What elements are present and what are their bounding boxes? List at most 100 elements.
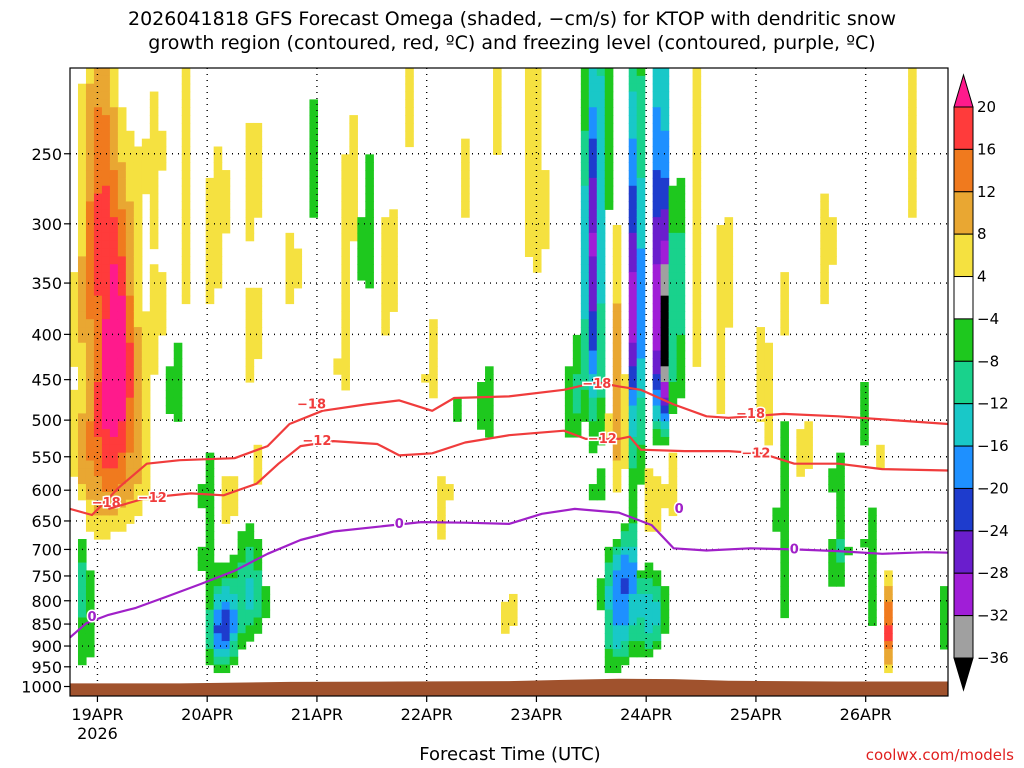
omega-cell bbox=[309, 130, 319, 140]
omega-cell bbox=[141, 327, 151, 336]
omega-cell bbox=[596, 436, 606, 446]
omega-cell bbox=[205, 232, 215, 242]
omega-cell bbox=[221, 648, 231, 658]
omega-cell bbox=[612, 562, 622, 571]
omega-cell bbox=[636, 405, 646, 414]
omega-cell bbox=[125, 484, 135, 493]
omega-cell bbox=[580, 201, 590, 210]
x-axis-label: Forecast Time (UTC) bbox=[419, 744, 601, 765]
omega-cell bbox=[389, 303, 398, 312]
omega-cell bbox=[485, 374, 494, 383]
omega-cell bbox=[604, 601, 614, 611]
omega-cell bbox=[652, 586, 662, 595]
omega-cell bbox=[692, 311, 702, 320]
omega-cell bbox=[157, 146, 167, 155]
omega-cell bbox=[77, 656, 87, 666]
omega-cell bbox=[884, 593, 893, 603]
omega-cell bbox=[884, 570, 893, 579]
omega-cell bbox=[141, 491, 151, 501]
omega-cell bbox=[349, 130, 358, 140]
contour-label-dgz_minus12: −12 bbox=[138, 491, 167, 506]
omega-cell bbox=[660, 413, 670, 422]
omega-cell bbox=[604, 201, 614, 210]
omega-cell bbox=[612, 633, 622, 642]
omega-cell bbox=[205, 617, 215, 626]
omega-cell bbox=[628, 421, 638, 430]
omega-cell bbox=[588, 154, 598, 163]
omega-cell bbox=[205, 562, 215, 571]
omega-cell bbox=[125, 350, 135, 360]
omega-cell bbox=[804, 436, 813, 446]
omega-cell bbox=[716, 382, 726, 391]
omega-cell bbox=[596, 593, 606, 603]
colorbar-label: −12 bbox=[977, 395, 1009, 413]
omega-cell bbox=[524, 107, 534, 116]
omega-cell bbox=[125, 256, 135, 265]
omega-cell bbox=[381, 295, 390, 305]
omega-cell bbox=[365, 256, 374, 265]
omega-cell bbox=[197, 562, 207, 571]
omega-cell bbox=[580, 397, 590, 407]
omega-cell bbox=[660, 334, 670, 344]
omega-cell bbox=[205, 609, 215, 619]
omega-cell bbox=[628, 562, 638, 571]
omega-cell bbox=[620, 648, 630, 658]
omega-cell bbox=[285, 279, 295, 289]
omega-cell bbox=[133, 444, 143, 454]
omega-cell bbox=[692, 342, 702, 352]
omega-cell bbox=[253, 601, 263, 611]
omega-cell bbox=[149, 287, 159, 297]
omega-cell bbox=[532, 68, 542, 77]
omega-cell bbox=[660, 185, 670, 195]
omega-cell bbox=[245, 334, 255, 344]
omega-cell bbox=[70, 452, 79, 462]
omega-cell bbox=[149, 303, 159, 312]
omega-cell bbox=[612, 311, 622, 320]
omega-cell bbox=[93, 468, 103, 477]
omega-cell bbox=[93, 319, 103, 328]
omega-cell bbox=[668, 491, 678, 501]
omega-cell bbox=[101, 170, 111, 179]
omega-cell bbox=[604, 413, 614, 422]
omega-cell bbox=[253, 201, 263, 210]
omega-cell bbox=[636, 429, 646, 438]
omega-cell bbox=[628, 130, 638, 140]
omega-cell bbox=[612, 366, 622, 375]
omega-cell bbox=[628, 256, 638, 265]
omega-cell bbox=[724, 256, 734, 265]
omega-cell bbox=[341, 185, 350, 195]
omega-cell bbox=[181, 99, 191, 108]
omega-cell bbox=[149, 232, 159, 242]
omega-cell bbox=[181, 295, 191, 305]
omega-cell bbox=[588, 185, 598, 195]
omega-cell bbox=[636, 130, 646, 140]
omega-cell bbox=[572, 350, 582, 360]
omega-cell bbox=[245, 170, 255, 179]
omega-cell bbox=[564, 366, 574, 375]
omega-cell bbox=[580, 232, 590, 242]
omega-cell bbox=[221, 499, 231, 509]
omega-cell bbox=[780, 499, 789, 509]
omega-cell bbox=[77, 83, 87, 93]
omega-cell bbox=[820, 248, 829, 257]
omega-cell bbox=[149, 272, 159, 281]
colorbar-label: −28 bbox=[977, 564, 1009, 582]
omega-cell bbox=[125, 468, 135, 477]
omega-cell bbox=[437, 476, 446, 485]
omega-cell bbox=[692, 358, 702, 367]
omega-cell bbox=[636, 350, 646, 360]
colorbar-segment bbox=[953, 148, 974, 193]
omega-cell bbox=[660, 75, 670, 85]
omega-cell bbox=[141, 452, 151, 462]
omega-cell bbox=[820, 193, 829, 203]
omega-cell bbox=[620, 554, 630, 564]
credit-link[interactable]: coolwx.com/models bbox=[865, 746, 1014, 764]
omega-cell bbox=[77, 91, 87, 100]
omega-cell bbox=[245, 523, 255, 532]
omega-cell bbox=[660, 593, 670, 603]
omega-cell bbox=[620, 523, 630, 532]
omega-cell bbox=[652, 248, 662, 257]
omega-cell bbox=[109, 319, 119, 328]
omega-cell bbox=[253, 593, 263, 603]
